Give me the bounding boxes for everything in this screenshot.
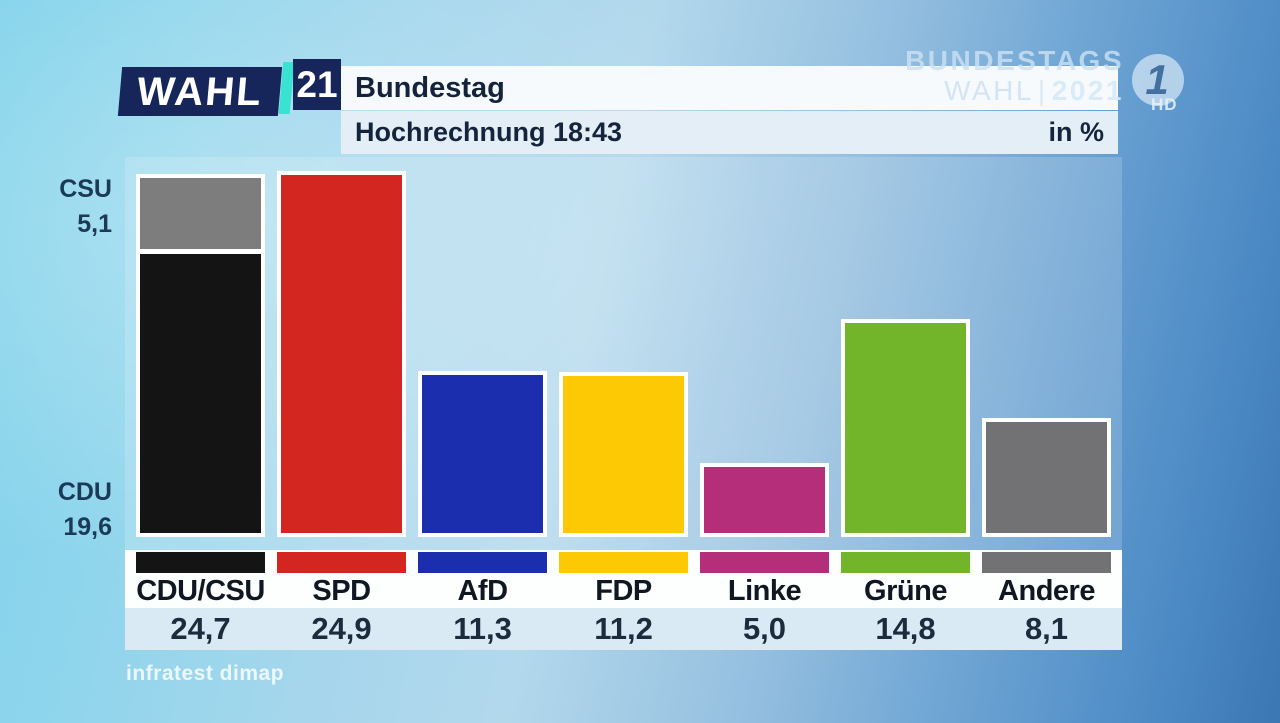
values-strip	[125, 608, 1122, 650]
cdu-value: 19,6	[63, 513, 112, 541]
csu-label: CSU	[59, 175, 112, 203]
wahl-logo: WAHL	[117, 67, 283, 116]
watermark-line1: BUNDESTAGS	[905, 45, 1124, 76]
bar-gr-ne	[841, 319, 970, 537]
bar-linke	[700, 463, 829, 537]
bar-spd	[277, 171, 406, 537]
party-name: FDP	[595, 575, 652, 607]
broadcast-watermark: BUNDESTAGS WAHL | 2021	[905, 46, 1124, 106]
bar-fdp	[559, 372, 688, 537]
legend-swatch	[136, 552, 265, 573]
wahl-logo-year-box: 21	[293, 59, 341, 110]
wahl-logo-year: 21	[296, 64, 338, 105]
bar-cdu-csu	[136, 174, 265, 537]
party-value: 5,0	[742, 611, 787, 646]
legend-swatch	[277, 552, 406, 573]
projection-timestamp: Hochrechnung 18:43	[355, 117, 623, 147]
segment-cdu	[140, 254, 261, 533]
party-name: Andere	[998, 575, 1095, 607]
legend-swatch	[982, 552, 1111, 573]
party-name: AfD	[457, 575, 508, 607]
party-value: 11,3	[453, 611, 512, 646]
watermark-line2: WAHL | 2021	[944, 75, 1124, 106]
csu-value: 5,1	[77, 210, 112, 238]
party-value: 24,9	[311, 611, 372, 646]
wahl-logo-text: WAHL	[135, 69, 265, 114]
unit-label: in %	[1048, 117, 1104, 147]
party-name: CDU/CSU	[136, 575, 265, 607]
segment-divider	[140, 249, 261, 254]
party-value: 8,1	[1024, 611, 1069, 646]
page-title: Bundestag	[355, 71, 505, 104]
party-value: 24,7	[170, 611, 231, 646]
legend-swatch	[559, 552, 688, 573]
party-value: 14,8	[875, 611, 936, 646]
legend-swatch	[841, 552, 970, 573]
party-name: Grüne	[864, 575, 947, 607]
bar-andere	[982, 418, 1111, 537]
party-value: 11,2	[594, 611, 653, 646]
bar-afd	[418, 371, 547, 537]
legend-swatch	[700, 552, 829, 573]
segment-csu	[140, 178, 261, 249]
cdu-label: CDU	[57, 478, 112, 506]
party-name: Linke	[727, 575, 802, 607]
legend-swatch	[418, 552, 547, 573]
subtitle-bar: Hochrechnung 18:43 in %	[341, 111, 1118, 154]
party-name: SPD	[312, 575, 371, 607]
source-label: infratest dimap	[126, 662, 285, 685]
title-bar: Bundestag	[341, 66, 1118, 110]
cdu-annotation: CDU 19,6	[20, 475, 112, 545]
ard-logo-icon: 1	[1132, 54, 1184, 106]
csu-annotation: CSU 5,1	[20, 172, 112, 242]
ard-numeral: 1	[1145, 56, 1169, 103]
hd-badge: HD	[1151, 95, 1178, 114]
